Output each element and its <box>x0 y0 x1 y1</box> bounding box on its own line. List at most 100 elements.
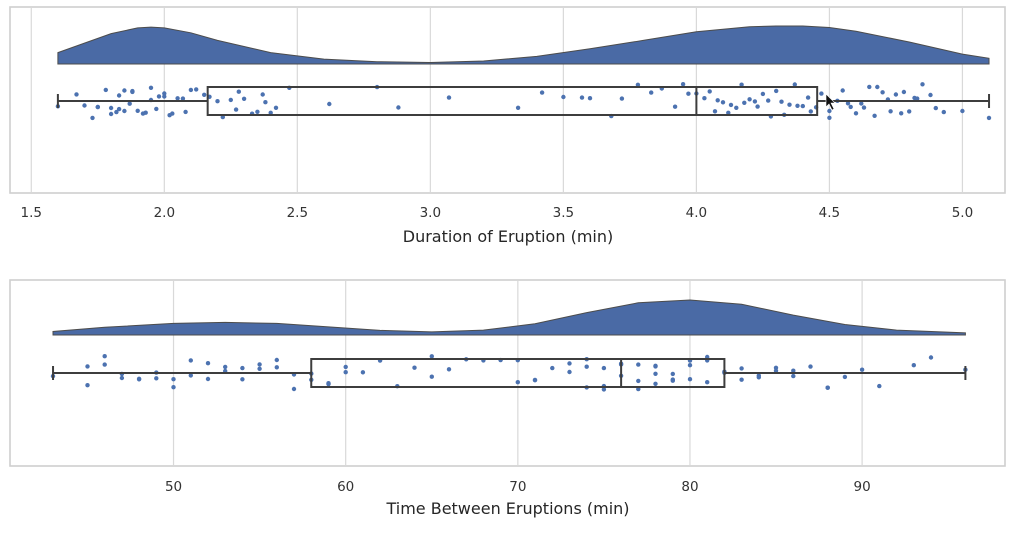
data-point <box>791 373 796 379</box>
data-point <box>429 354 434 359</box>
duration-boxplot <box>56 86 991 116</box>
data-point <box>446 95 452 100</box>
data-point <box>587 96 593 101</box>
data-point <box>154 376 159 381</box>
data-point <box>920 82 925 87</box>
data-point <box>260 92 265 97</box>
data-point <box>848 104 853 110</box>
data-point <box>739 377 744 382</box>
data-point <box>116 93 122 98</box>
data-point <box>291 386 297 392</box>
data-point <box>236 89 241 94</box>
data-point <box>791 368 796 373</box>
data-point <box>928 92 933 98</box>
duration-axis-label: Duration of Eruption (min) <box>403 227 613 246</box>
data-point <box>635 82 641 88</box>
data-point <box>941 109 946 115</box>
data-point <box>853 111 859 116</box>
data-point <box>102 354 107 359</box>
data-point <box>742 100 747 106</box>
data-point <box>205 376 211 382</box>
data-point <box>343 364 348 370</box>
data-point <box>915 96 920 101</box>
data-point <box>707 89 712 94</box>
data-point <box>233 107 239 112</box>
duration-density-cloud <box>57 25 990 65</box>
data-point <box>127 101 132 106</box>
data-point <box>103 87 109 93</box>
data-point <box>116 106 122 112</box>
data-point <box>223 364 228 370</box>
data-point <box>670 371 675 377</box>
data-point <box>875 84 880 90</box>
data-point <box>792 82 797 87</box>
data-point <box>327 101 332 107</box>
data-point <box>183 109 188 115</box>
data-point <box>154 106 159 112</box>
data-point <box>515 380 520 385</box>
duration-panel: 1.5 2.0 2.5 3.0 3.5 4.0 4.5 5.0 Duration of Eru… <box>9 6 1006 246</box>
data-point <box>162 94 167 99</box>
data-point <box>188 87 194 93</box>
data-point <box>135 108 140 114</box>
data-point <box>726 110 731 116</box>
data-point <box>649 90 654 95</box>
data-point <box>893 92 899 97</box>
data-point <box>343 370 348 375</box>
data-point <box>619 96 625 101</box>
data-point <box>171 385 176 390</box>
data-point <box>928 355 934 360</box>
data-point <box>901 89 907 95</box>
data-point <box>240 365 245 371</box>
data-point <box>739 82 744 87</box>
data-point <box>911 363 916 368</box>
data-point <box>774 88 779 94</box>
data-point <box>561 94 566 100</box>
x-tick-label: 2.0 <box>154 205 175 221</box>
data-point <box>670 377 675 382</box>
data-point <box>567 369 572 375</box>
data-point <box>584 364 589 369</box>
data-point <box>705 380 710 385</box>
data-point <box>795 103 800 109</box>
data-point <box>715 98 720 103</box>
data-point <box>148 85 154 91</box>
data-point <box>653 363 658 368</box>
data-point <box>601 387 607 392</box>
data-point <box>188 373 193 378</box>
interval-axis-label: Time Between Eruptions (min) <box>385 499 629 518</box>
data-point <box>653 371 658 376</box>
data-point <box>74 92 79 97</box>
data-point <box>687 377 693 382</box>
data-point <box>326 381 331 386</box>
iqr-box <box>206 86 819 116</box>
data-point <box>156 94 162 99</box>
data-point <box>412 365 417 370</box>
data-point <box>653 381 658 386</box>
data-point <box>85 383 90 388</box>
data-point <box>136 376 142 381</box>
data-point <box>108 111 114 117</box>
x-tick-label: 90 <box>854 479 871 495</box>
data-point <box>827 108 832 114</box>
data-point <box>257 366 262 371</box>
interval-boxplot <box>52 358 967 388</box>
data-point <box>734 105 739 111</box>
data-point <box>274 357 279 363</box>
x-tick-label: 1.5 <box>21 205 42 221</box>
data-point <box>880 90 885 95</box>
data-point <box>143 110 148 115</box>
data-point <box>867 84 872 90</box>
data-point <box>960 108 965 114</box>
data-point <box>680 82 686 87</box>
data-point <box>825 385 830 390</box>
data-point <box>268 110 273 116</box>
data-point <box>274 365 279 370</box>
x-tick-label: 4.5 <box>819 205 840 221</box>
data-point <box>739 366 744 371</box>
data-point <box>429 374 434 379</box>
data-point <box>255 109 260 115</box>
data-point <box>122 88 127 93</box>
data-point <box>808 109 813 114</box>
x-tick-label: 80 <box>681 479 698 495</box>
